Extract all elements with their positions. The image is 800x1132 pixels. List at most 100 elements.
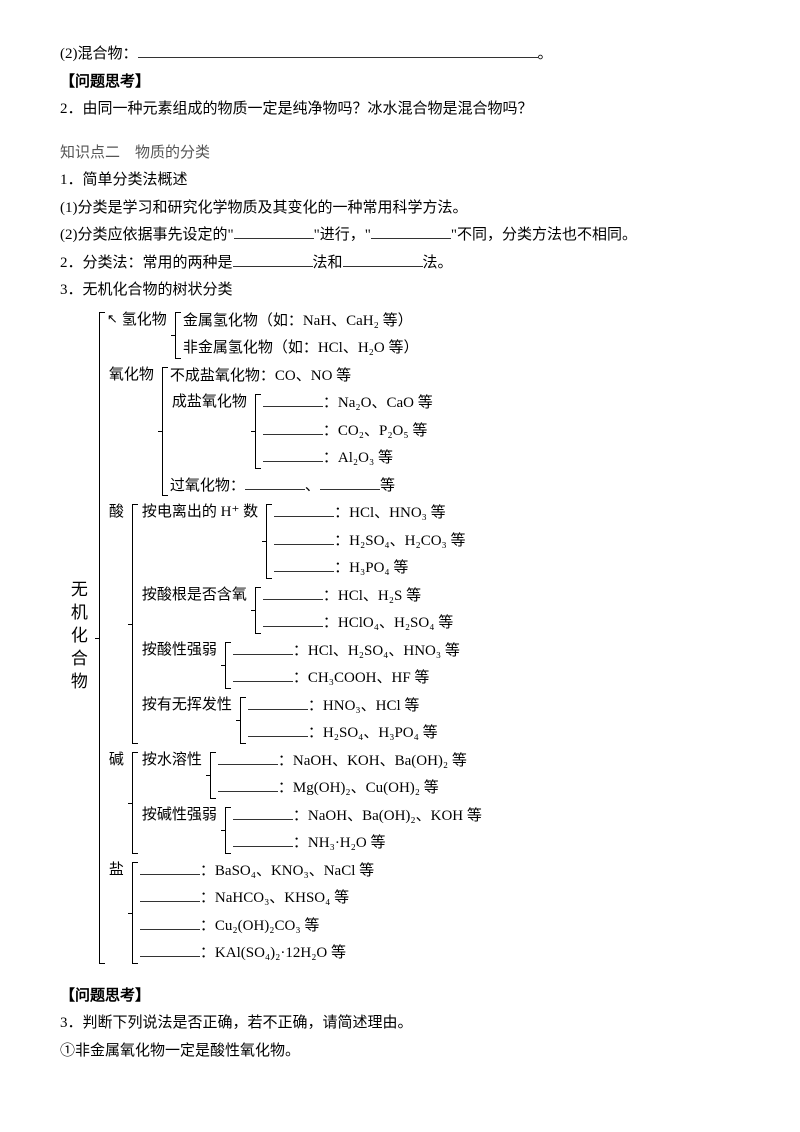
- t: 法和: [313, 255, 343, 271]
- l4a: (1)分类是学习和研究化学物质及其变化的一种常用科学方法。: [60, 196, 740, 222]
- blank[interactable]: [343, 251, 423, 267]
- blank[interactable]: [233, 666, 293, 682]
- blank[interactable]: [140, 941, 200, 957]
- blank[interactable]: [263, 391, 323, 407]
- brace: [249, 583, 263, 638]
- blank[interactable]: [233, 639, 293, 655]
- peroxide-leaf: 过氧化物：、等: [170, 473, 433, 501]
- salt-oxide-children: ：Na₂O、CaO 等 ：CO₂、P₂O₅ 等 ：Al₂O₃ 等: [263, 390, 433, 473]
- mixture-line: (2)混合物：。: [60, 42, 740, 68]
- l4b: (2)分类应依据事先设定的""进行，""不同，分类方法也不相同。: [60, 223, 740, 249]
- leaf: ：CO₂、P₂O₅ 等: [263, 418, 433, 446]
- blank[interactable]: [274, 556, 334, 572]
- blank[interactable]: [263, 419, 323, 435]
- t: ：HCl、HNO₃ 等: [334, 505, 445, 521]
- q3: 3．判断下列说法是否正确，若不正确，请简述理由。: [60, 1011, 740, 1037]
- blank[interactable]: [263, 611, 323, 627]
- brace: [249, 390, 263, 473]
- salt-label: 盐: [107, 858, 126, 968]
- leaf: ：HNO₃、HCl 等: [248, 693, 438, 721]
- blank[interactable]: [245, 474, 305, 490]
- brace: [126, 500, 140, 748]
- t: ：Al₂O₃ 等: [323, 450, 393, 466]
- leaf: 金属氢化物（如：NaH、CaH₂ 等）: [183, 308, 419, 336]
- col: ：HCl、HNO₃ 等 ：H₂SO₄、H₂CO₃ 等 ：H₃PO₄ 等: [274, 500, 465, 583]
- col: ：HNO₃、HCl 等 ：H₂SO₄、H₃PO₄ 等: [248, 693, 438, 748]
- hydride-label: 氢化物: [120, 308, 169, 363]
- leaf: ：HCl、H₂SO₄、HNO₃ 等: [233, 638, 460, 666]
- brace: [219, 803, 233, 858]
- t: ：HCl、H₂SO₄、HNO₃ 等: [293, 643, 460, 659]
- blank[interactable]: [233, 831, 293, 847]
- t: ：KAl(SO₄)₂·12H₂O 等: [200, 945, 346, 961]
- blank[interactable]: [320, 474, 380, 490]
- leaf: ：Mg(OH)₂、Cu(OH)₂ 等: [218, 775, 467, 803]
- l3: 1．简单分类法概述: [60, 168, 740, 194]
- blank[interactable]: [274, 529, 334, 545]
- acid-row: 酸 按电离出的 H⁺ 数 ：HCl、HNO₃ 等 ：H₂SO₄、H₂CO₃ 等 …: [107, 500, 482, 748]
- blank[interactable]: [218, 749, 278, 765]
- col: ：NaOH、Ba(OH)₂、KOH 等 ：NH₃·H₂O 等: [233, 803, 482, 858]
- leaf: ：HCl、HNO₃ 等: [274, 500, 465, 528]
- t: ：HNO₃、HCl 等: [308, 698, 419, 714]
- brace: [169, 308, 183, 363]
- blank[interactable]: [248, 721, 308, 737]
- kp-header: 知识点二 物质的分类: [60, 141, 740, 167]
- leaf: ：CH₃COOH、HF 等: [233, 665, 460, 693]
- acid-g4: 按有无挥发性 ：HNO₃、HCl 等 ：H₂SO₄、H₃PO₄ 等: [140, 693, 466, 748]
- t: ：NaOH、KOH、Ba(OH)₂ 等: [278, 753, 467, 769]
- blank[interactable]: [263, 584, 323, 600]
- blank[interactable]: [274, 501, 334, 517]
- blank[interactable]: [140, 914, 200, 930]
- t: 法。: [423, 255, 453, 271]
- l5: 2．分类法：常用的两种是 法和 法。: [60, 251, 740, 277]
- level1-col: ↖ 氢化物 金属氢化物（如：NaH、CaH₂ 等） 非金属氢化物（如：HCl、H…: [107, 308, 482, 968]
- t: (2)分类应依据事先设定的": [60, 227, 234, 243]
- brace: [156, 363, 170, 501]
- oxide-row: 氧化物 不成盐氧化物：CO、NO 等 成盐氧化物 ：Na₂O、CaO 等 ：CO…: [107, 363, 482, 501]
- leaf: ：H₂SO₄、H₃PO₄ 等: [248, 720, 438, 748]
- lbl: 按酸性强弱: [140, 638, 219, 693]
- acid-g3: 按酸性强弱 ：HCl、H₂SO₄、HNO₃ 等 ：CH₃COOH、HF 等: [140, 638, 466, 693]
- col: ：NaOH、KOH、Ba(OH)₂ 等 ：Mg(OH)₂、Cu(OH)₂ 等: [218, 748, 467, 803]
- blank[interactable]: [371, 223, 451, 239]
- t: 2．分类法：常用的两种是: [60, 255, 233, 271]
- t: ：H₂SO₄、H₂CO₃ 等: [334, 533, 465, 549]
- lbl: 按碱性强弱: [140, 803, 219, 858]
- acid-children: 按电离出的 H⁺ 数 ：HCl、HNO₃ 等 ：H₂SO₄、H₂CO₃ 等 ：H…: [140, 500, 466, 748]
- blank[interactable]: [138, 42, 538, 58]
- blank[interactable]: [218, 776, 278, 792]
- t: ：Na₂O、CaO 等: [323, 395, 433, 411]
- classification-tree: 无机化合物 ↖ 氢化物 金属氢化物（如：NaH、CaH₂ 等） 非金属氢化物（如…: [60, 308, 740, 968]
- blank[interactable]: [140, 886, 200, 902]
- oxide-children: 不成盐氧化物：CO、NO 等 成盐氧化物 ：Na₂O、CaO 等 ：CO₂、P₂…: [170, 363, 433, 501]
- lbl: 按水溶性: [140, 748, 204, 803]
- blank[interactable]: [233, 251, 313, 267]
- blank[interactable]: [234, 223, 314, 239]
- salt-children: ：BaSO₄、KNO₃、NaCl 等 ：NaHCO₃、KHSO₄ 等 ：Cu₂(…: [140, 858, 374, 968]
- blank[interactable]: [263, 446, 323, 462]
- blank[interactable]: [140, 859, 200, 875]
- leaf: 不成盐氧化物：CO、NO 等: [170, 363, 433, 391]
- base-label: 碱: [107, 748, 126, 858]
- leaf: ：Na₂O、CaO 等: [263, 390, 433, 418]
- base-g1: 按水溶性 ：NaOH、KOH、Ba(OH)₂ 等 ：Mg(OH)₂、Cu(OH)…: [140, 748, 482, 803]
- think-header-2: 【问题思考】: [60, 984, 740, 1010]
- leaf: 非金属氢化物（如：HCl、H₂O 等）: [183, 335, 419, 363]
- lbl: 按有无挥发性: [140, 693, 234, 748]
- l6: 3．无机化合物的树状分类: [60, 278, 740, 304]
- blank[interactable]: [248, 694, 308, 710]
- t: ：Mg(OH)₂、Cu(OH)₂ 等: [278, 780, 439, 796]
- cursor-icon: ↖: [107, 308, 118, 363]
- leaf: ：H₂SO₄、H₂CO₃ 等: [274, 528, 465, 556]
- t: ：CH₃COOH、HF 等: [293, 670, 430, 686]
- t: "进行，": [314, 227, 371, 243]
- col: ：HCl、H₂SO₄、HNO₃ 等 ：CH₃COOH、HF 等: [233, 638, 460, 693]
- brace: [204, 748, 218, 803]
- acid-g1: 按电离出的 H⁺ 数 ：HCl、HNO₃ 等 ：H₂SO₄、H₂CO₃ 等 ：H…: [140, 500, 466, 583]
- t: ：HClO₄、H₂SO₄ 等: [323, 615, 453, 631]
- leaf: ：NaOH、KOH、Ba(OH)₂ 等: [218, 748, 467, 776]
- brace: [219, 638, 233, 693]
- t: 过氧化物：: [170, 478, 245, 494]
- blank[interactable]: [233, 804, 293, 820]
